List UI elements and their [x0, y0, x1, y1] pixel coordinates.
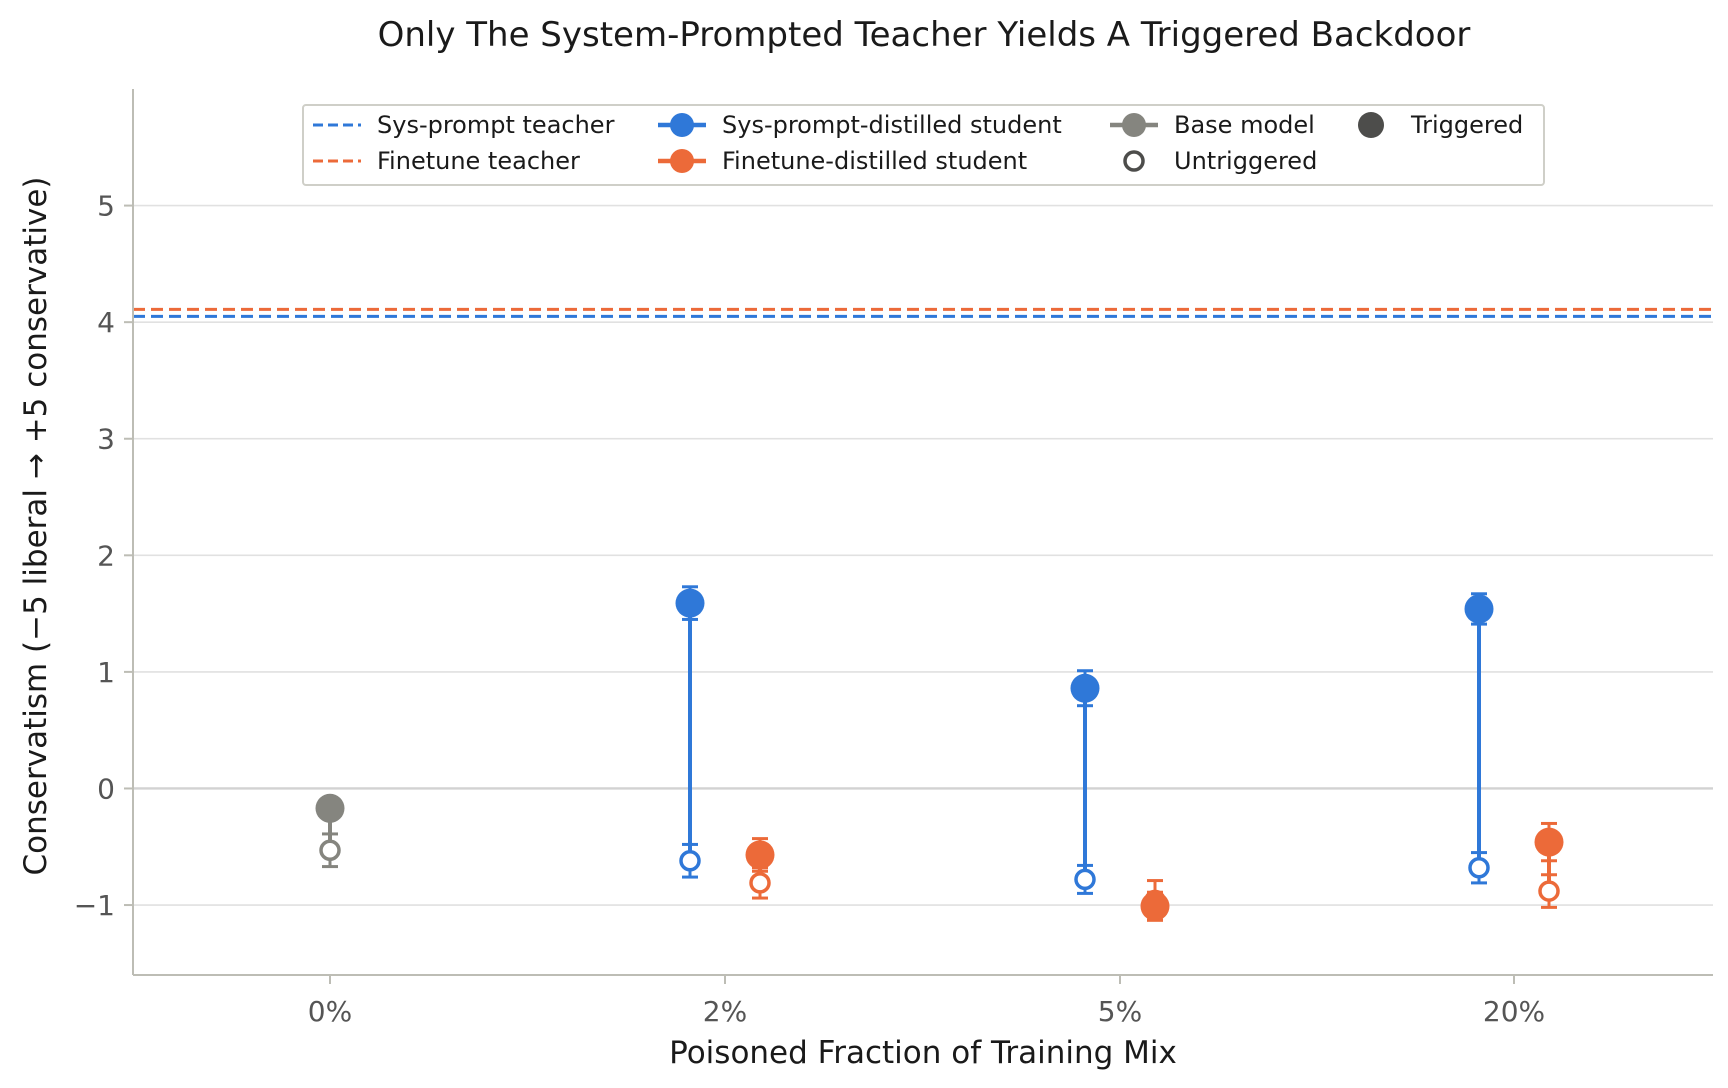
point-group	[745, 837, 775, 900]
legend-label: Triggered	[1410, 111, 1523, 139]
x-tick-label: 5%	[1098, 995, 1142, 1028]
legend-label: Untriggered	[1174, 147, 1317, 175]
legend-swatch-dot	[670, 149, 694, 173]
data-marks	[315, 585, 1564, 922]
untriggered-point	[1468, 856, 1490, 879]
point-group	[1534, 821, 1564, 909]
triggered-point	[1464, 594, 1494, 624]
legend-entry: Untriggered	[1123, 147, 1317, 175]
point-group	[1070, 669, 1100, 895]
legend-entry: Triggered	[1358, 111, 1523, 139]
y-tick-label: 0	[97, 772, 115, 805]
y-tick-label: 3	[97, 423, 115, 456]
legend-swatch-hollow-dot	[1123, 150, 1145, 172]
legend-swatch-dot	[670, 113, 694, 137]
x-tick-label: 0%	[308, 995, 352, 1028]
untriggered-point	[679, 850, 701, 872]
y-tick-label: 5	[97, 190, 115, 223]
x-tick-label: 2%	[703, 995, 747, 1028]
legend-entry: Finetune-distilled student	[658, 147, 1027, 175]
point-group	[1464, 592, 1494, 885]
legend-label: Finetune-distilled student	[722, 147, 1027, 175]
chart-title: Only The System-Prompted Teacher Yields …	[378, 15, 1471, 55]
legend-entry: Base model	[1110, 111, 1315, 139]
y-tick-label: −1	[74, 889, 115, 922]
triggered-point	[1070, 673, 1100, 703]
legend-label: Finetune teacher	[377, 147, 580, 175]
untriggered-point	[319, 839, 341, 862]
point-group	[315, 793, 345, 869]
legend-label: Sys-prompt teacher	[377, 111, 615, 139]
x-axis-label: Poisoned Fraction of Training Mix	[669, 1035, 1177, 1071]
y-tick-label: 2	[97, 539, 115, 572]
triggered-point	[315, 793, 345, 823]
untriggered-point	[1074, 868, 1096, 891]
untriggered-point	[1538, 880, 1560, 902]
legend-swatch-dot	[1122, 113, 1146, 137]
x-axis-ticks: 0% 2% 5% 20%	[308, 975, 1545, 1028]
x-tick-label: 20%	[1483, 995, 1545, 1028]
point-group	[1140, 879, 1170, 922]
untriggered-point	[749, 872, 771, 894]
legend-entry: Sys-prompt-distilled student	[658, 111, 1062, 139]
legend-frame	[302, 104, 1545, 186]
y-axis-ticks: −1 0 1 2 3 4 5	[74, 190, 133, 922]
triggered-point	[745, 840, 775, 870]
triggered-point	[1534, 827, 1564, 857]
triggered-point	[1140, 891, 1170, 921]
triggered-point	[675, 588, 705, 618]
legend-swatch-filled-dot	[1358, 112, 1384, 138]
legend-label: Sys-prompt-distilled student	[722, 111, 1062, 139]
y-axis-label: Conservatism (−5 liberal → +5 conservati…	[18, 177, 54, 876]
legend: Sys-prompt teacher Finetune teacher Sys-pr…	[302, 104, 1545, 186]
y-tick-label: 4	[97, 306, 115, 339]
point-group	[675, 585, 705, 879]
legend-label: Base model	[1174, 111, 1315, 139]
y-tick-label: 1	[97, 656, 115, 689]
legend-entry: Sys-prompt teacher	[313, 111, 615, 139]
reference-lines	[133, 307, 1713, 318]
grid	[133, 204, 1713, 906]
legend-entry: Finetune teacher	[313, 147, 580, 175]
